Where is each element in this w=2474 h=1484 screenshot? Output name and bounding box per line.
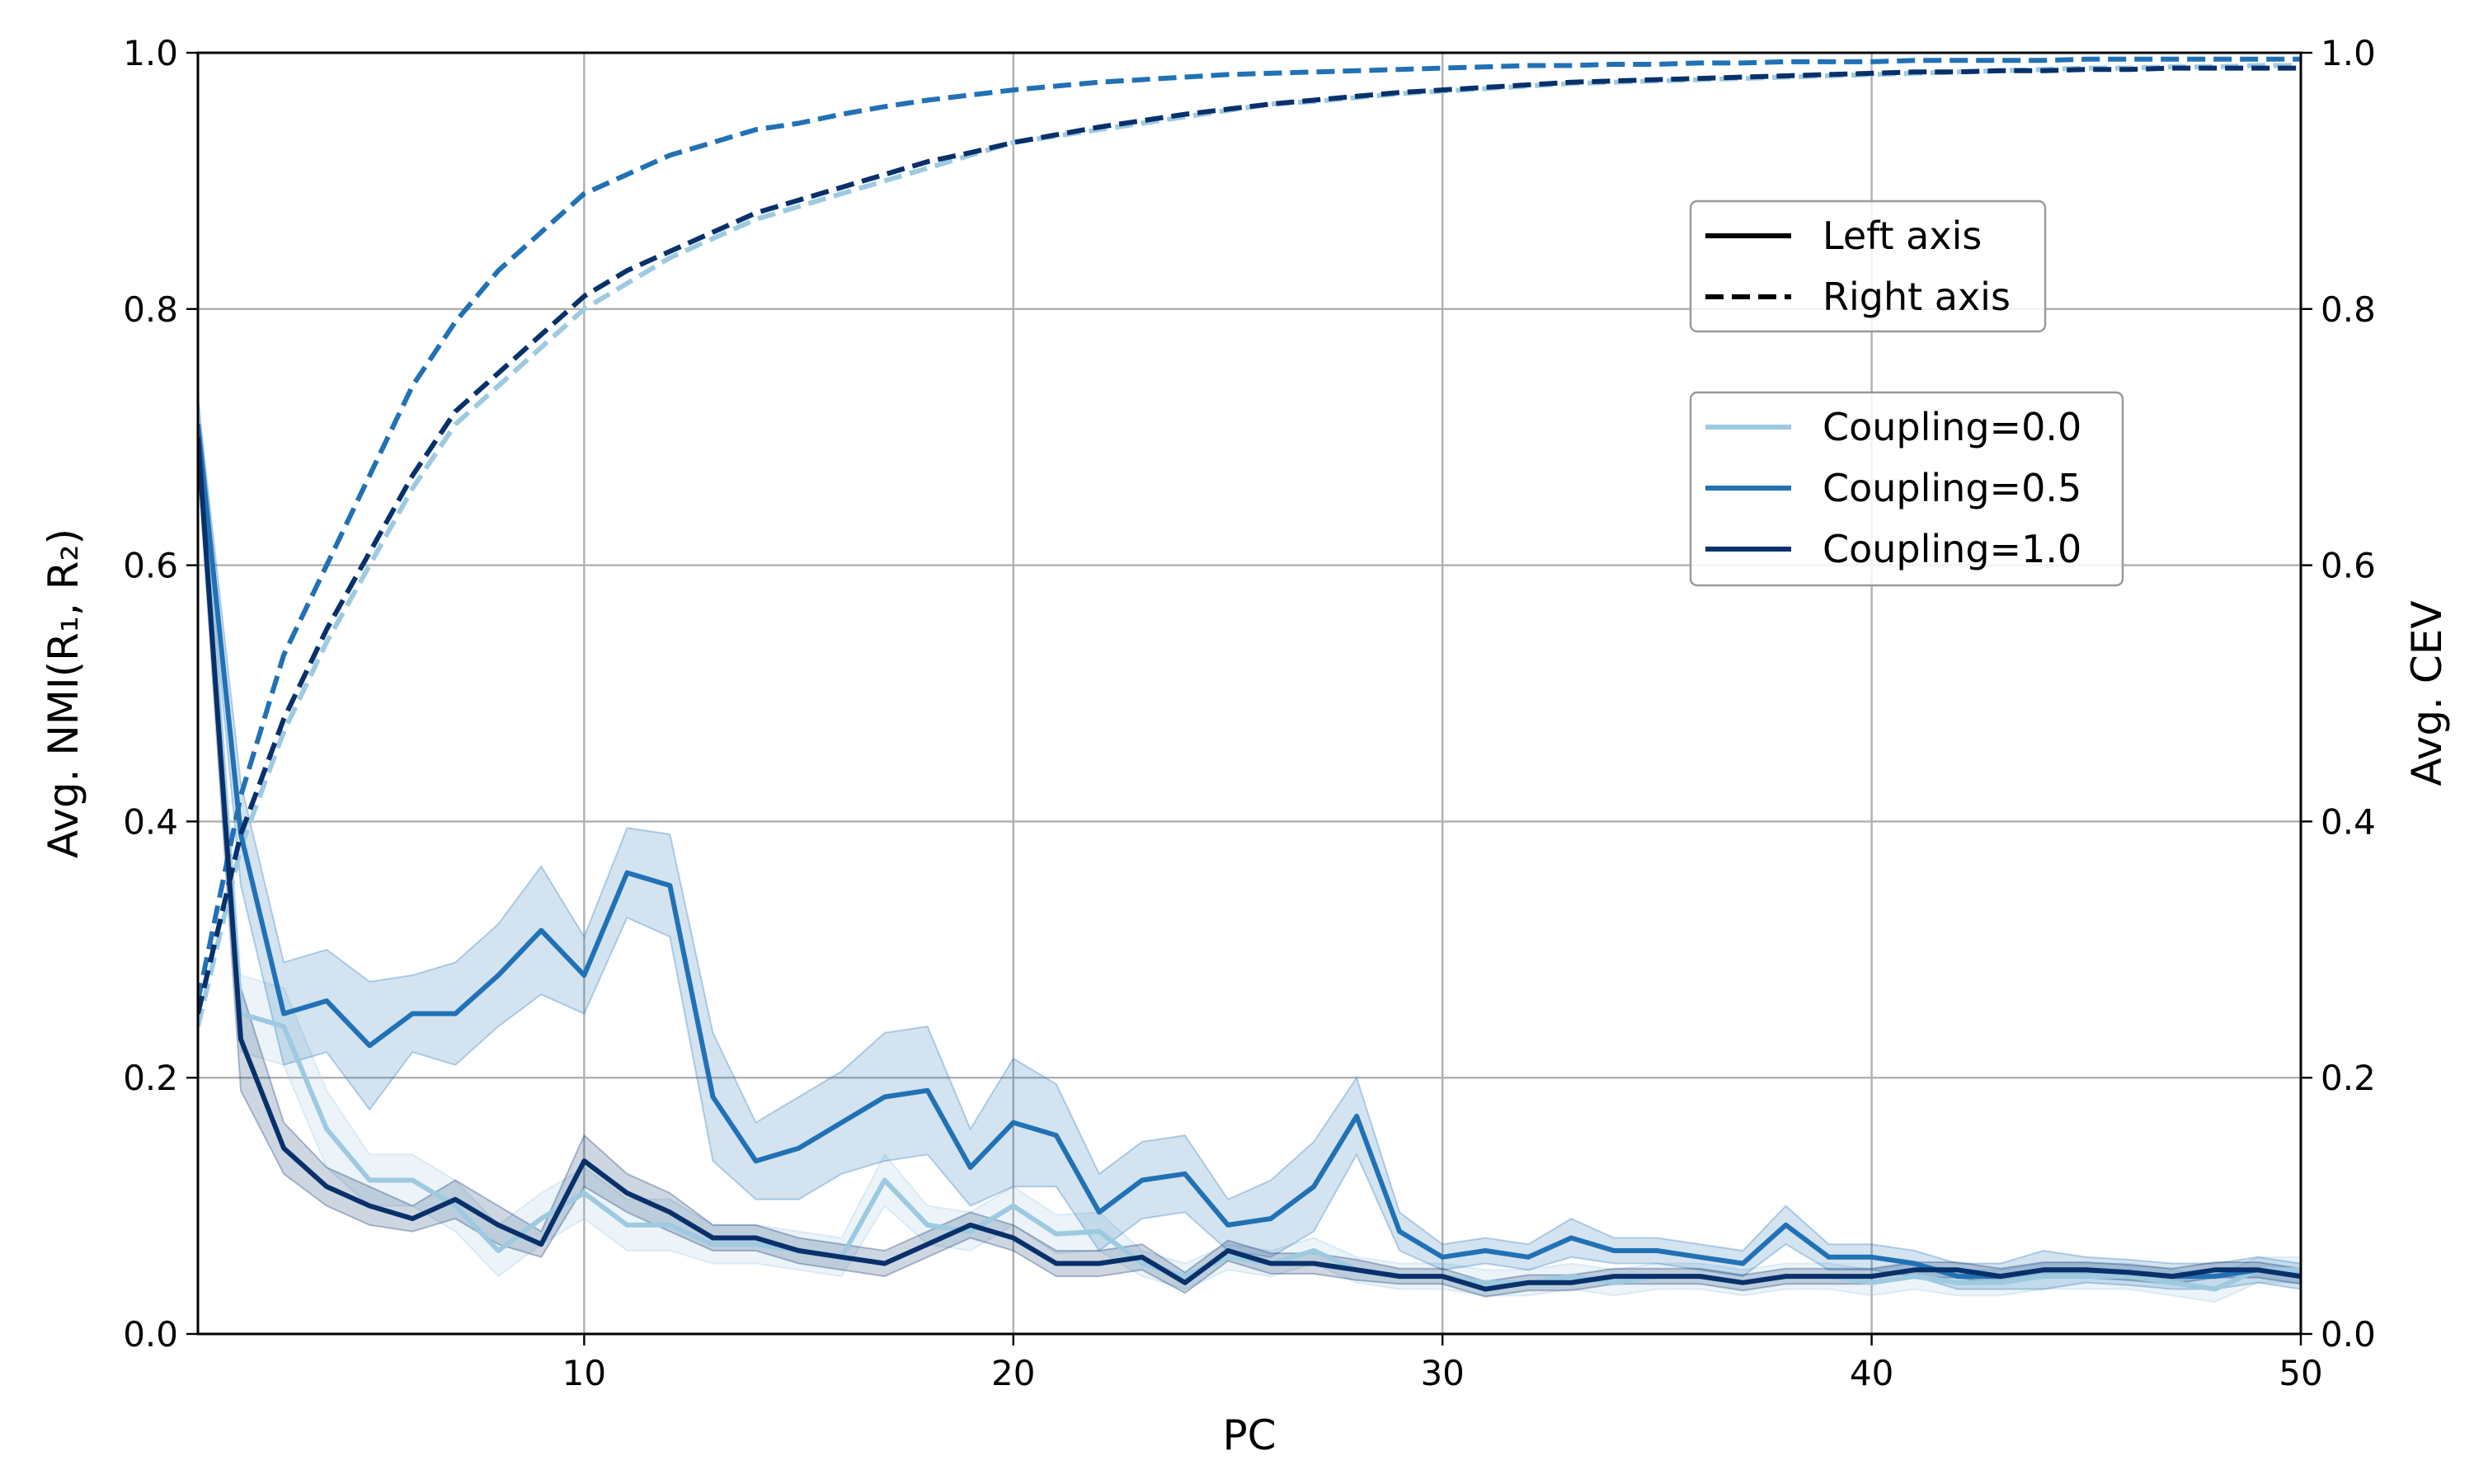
left-y-axis-label: Avg. NMI(R₁, R₂) <box>40 528 87 858</box>
left-y-tick-label: 0.2 <box>123 1058 178 1098</box>
legend-series-box <box>1689 391 2124 587</box>
confidence-bands <box>198 385 2301 1303</box>
right-y-tick-label: 0.4 <box>2321 801 2376 842</box>
x-axis-label: PC <box>1222 1411 1276 1459</box>
legend-style-label: Left axis <box>1823 214 1982 258</box>
legend-series-label: Coupling=0.5 <box>1823 466 2081 510</box>
legend-series: Coupling=0.0 Coupling=0.5 Coupling=1.0 <box>1689 391 2124 587</box>
right-y-tick-label: 0.6 <box>2321 546 2376 586</box>
nmi-line-coupling-1-0 <box>198 436 2301 1292</box>
cev-line-coupling-0-5 <box>198 56 2301 1002</box>
cev-line-coupling-1-0 <box>198 65 2301 1015</box>
right-y-tick-label: 0.0 <box>2321 1314 2376 1355</box>
right-y-tick-label: 0.2 <box>2321 1058 2376 1098</box>
left-y-tick-label: 0.6 <box>123 546 178 586</box>
x-tick-label: 20 <box>991 1353 1035 1393</box>
legend-series-label: Coupling=1.0 <box>1823 527 2081 571</box>
left-y-tick-label: 1.0 <box>123 33 178 73</box>
nmi-band-coupling-0-0 <box>198 385 2301 1303</box>
right-y-tick-label: 0.8 <box>2321 289 2376 330</box>
left-y-tick-label: 0.0 <box>123 1314 178 1355</box>
legend-series-label: Coupling=0.0 <box>1823 405 2081 449</box>
nmi-line-coupling-0-5 <box>198 424 2301 1280</box>
nmi-band-coupling-1-0 <box>198 411 2301 1298</box>
series-lines <box>198 56 2301 1292</box>
x-tick-label: 40 <box>1850 1353 1893 1393</box>
left-y-tick-label: 0.4 <box>123 801 178 842</box>
cev-line-coupling-0-0 <box>198 63 2301 1027</box>
nmi-band-coupling-0-5 <box>198 398 2301 1290</box>
axis-layer: 10 20 30 40 500.0 0.00.2 0.20.4 0.40.6 0.60.8 0.8… <box>123 33 2376 1393</box>
x-tick-label: 50 <box>2279 1353 2322 1393</box>
plot-frame <box>196 51 2302 1336</box>
legend-style-label: Right axis <box>1823 275 2011 319</box>
right-y-tick-label: 1.0 <box>2321 33 2376 73</box>
legend-line-style: Left axis Right axis <box>1689 200 2047 333</box>
x-tick-label: 10 <box>562 1353 606 1393</box>
nmi-line-coupling-0-0 <box>198 411 2301 1292</box>
left-y-tick-label: 0.8 <box>123 289 178 330</box>
right-y-axis-label: Avg. CEV <box>2403 600 2451 786</box>
x-tick-label: 30 <box>1420 1353 1464 1393</box>
